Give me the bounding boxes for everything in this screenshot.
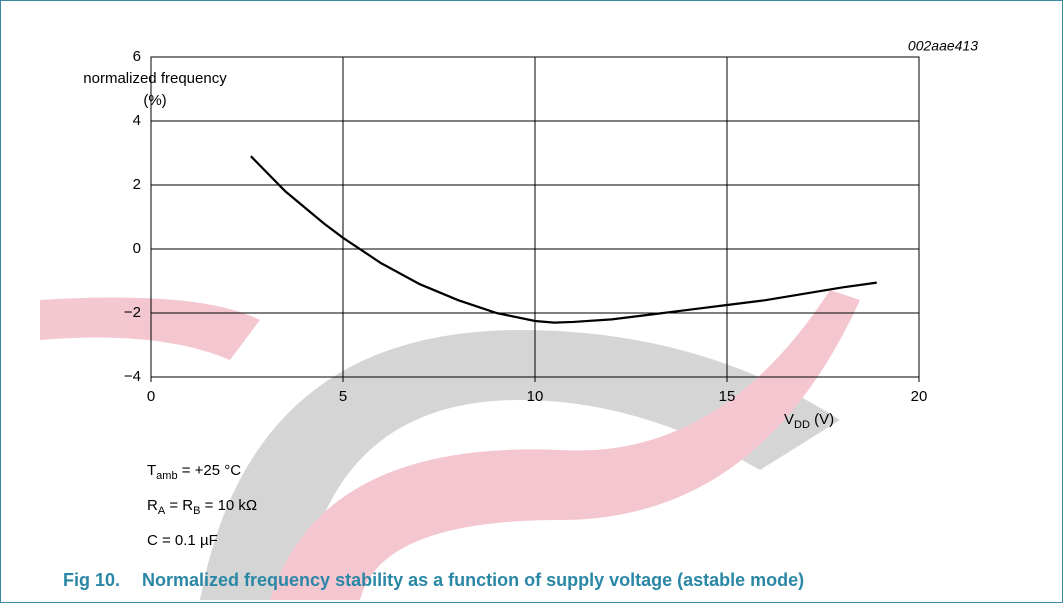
text-run: = +25 °C [178,462,242,479]
x-tick-label: 0 [147,388,155,405]
subscript: A [158,505,166,517]
x-tick-label: 20 [911,388,928,405]
annotation: VDD (V) [784,411,834,431]
text-run: V [784,411,794,428]
x-tick-label: 10 [527,388,544,405]
y-tick-label: 0 [133,240,141,257]
caption-title: Normalized frequency stability as a func… [142,570,804,590]
text-run: = 10 kΩ [200,497,257,514]
text-run: R [147,497,158,514]
y-tick-label: 2 [133,176,141,193]
y-tick-label: −4 [124,368,141,385]
y-tick-label: 6 [133,48,141,65]
y-axis-label: normalized frequency [83,70,227,87]
annotation: Tamb = +25 °C [147,462,241,482]
y-axis-label: (%) [143,92,166,109]
x-tick-label: 15 [719,388,736,405]
text-run: = R [165,497,193,514]
subscript: DD [794,419,810,431]
y-tick-label: −2 [124,304,141,321]
subscript: amb [156,470,177,482]
annotation: RA = RB = 10 kΩ [147,497,257,517]
text-run: T [147,462,156,479]
text-run: C = 0.1 µF [147,532,218,549]
y-tick-label: 4 [133,112,141,129]
x-tick-label: 5 [339,388,347,405]
subscript: B [193,505,200,517]
caption: Fig 10. Normalized frequency stability as… [63,570,804,590]
annotation: C = 0.1 µF [147,532,218,549]
text-run: (V) [810,411,834,428]
data-line [250,155,877,324]
caption-number: Fig 10. [63,570,120,590]
code: 002aae413 [908,38,978,54]
